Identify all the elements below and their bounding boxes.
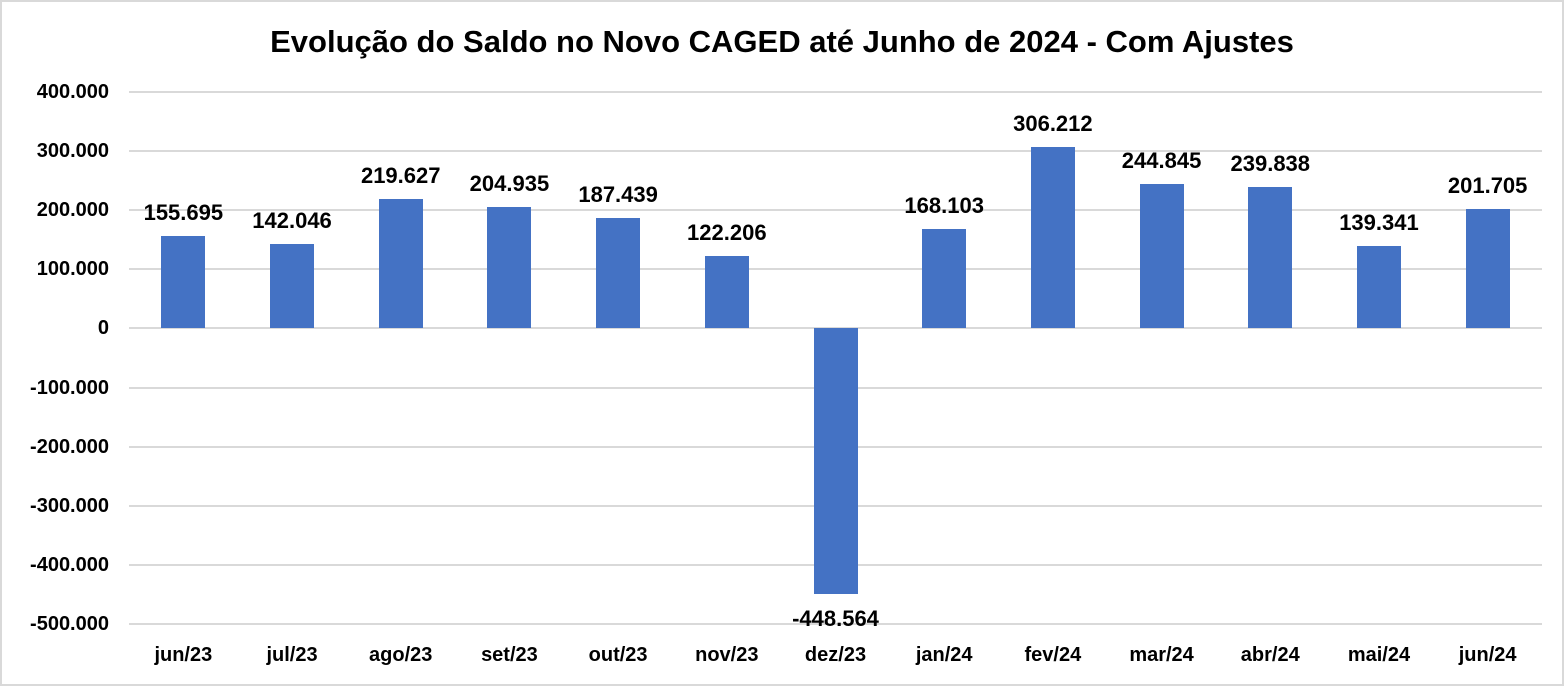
data-label-jan/24: 168.103 (904, 193, 984, 219)
data-label-jul/23: 142.046 (252, 208, 332, 234)
x-axis-label-dez/23: dez/23 (804, 644, 867, 666)
bar-dez/23 (813, 328, 858, 594)
x-axis-label-nov/23: nov/23 (695, 644, 759, 666)
x-axis-label-abr/24: abr/24 (1240, 644, 1300, 666)
x-axis-label-jan/24: jan/24 (915, 644, 973, 666)
bar-nov/23 (704, 256, 749, 329)
y-axis-label: -300.000 (30, 494, 109, 517)
data-label-mar/24: 244.845 (1121, 147, 1202, 173)
bar-set/23 (487, 207, 532, 329)
x-axis-label-mar/24: mar/24 (1129, 644, 1194, 666)
bar-jan/24 (922, 229, 967, 329)
data-label-abr/24: 239.838 (1230, 150, 1311, 176)
x-axis-label-fev/24: fev/24 (1024, 644, 1082, 666)
bar-mar/24 (1139, 183, 1184, 329)
bar-jun/24 (1465, 209, 1510, 329)
x-axis-label-out/23: out/23 (588, 644, 648, 666)
data-label-dez/23: -448.564 (792, 605, 879, 631)
y-axis-label: -500.000 (30, 613, 109, 635)
data-label-out/23: 187.439 (578, 181, 658, 207)
x-axis-label-mai/24: mai/24 (1347, 644, 1411, 666)
chart-title: Evolução do Saldo no Novo CAGED até Junh… (270, 24, 1294, 59)
y-axis-label: 100.000 (36, 258, 109, 281)
data-label-ago/23: 219.627 (360, 162, 441, 188)
data-label-mai/24: 139.341 (1339, 210, 1419, 236)
bar-abr/24 (1248, 186, 1293, 329)
y-axis-label: -200.000 (30, 435, 109, 458)
bar-ago/23 (378, 198, 423, 329)
x-axis-label-jun/23: jun/23 (154, 644, 213, 666)
data-label-fev/24: 306.212 (1013, 111, 1093, 137)
bar-out/23 (596, 217, 641, 329)
data-label-nov/23: 122.206 (687, 220, 767, 246)
bar-fev/24 (1030, 147, 1075, 329)
bar-jul/23 (270, 244, 315, 329)
data-label-jun/23: 155.695 (143, 200, 224, 226)
gridline (129, 268, 1542, 271)
gridline (129, 150, 1542, 153)
bar-jun/23 (161, 236, 206, 329)
gridline (129, 91, 1542, 93)
y-axis-label: 0 (97, 317, 109, 340)
gridline (129, 623, 1542, 625)
y-axis-label: -100.000 (30, 376, 109, 399)
y-axis-label: 200.000 (36, 199, 109, 222)
y-axis-label: -400.000 (30, 553, 109, 576)
y-axis-label: 400.000 (36, 81, 109, 103)
bar-mai/24 (1356, 246, 1401, 329)
data-label-set/23: 204.935 (469, 171, 550, 197)
x-axis-label-jun/24: jun/24 (1458, 644, 1517, 666)
gridline (129, 209, 1542, 212)
x-axis-label-ago/23: ago/23 (369, 644, 433, 666)
x-axis-label-set/23: set/23 (481, 644, 538, 666)
y-axis-label: 300.000 (36, 140, 109, 163)
x-axis-label-jul/23: jul/23 (266, 644, 318, 666)
data-label-jun/24: 201.705 (1447, 173, 1528, 199)
